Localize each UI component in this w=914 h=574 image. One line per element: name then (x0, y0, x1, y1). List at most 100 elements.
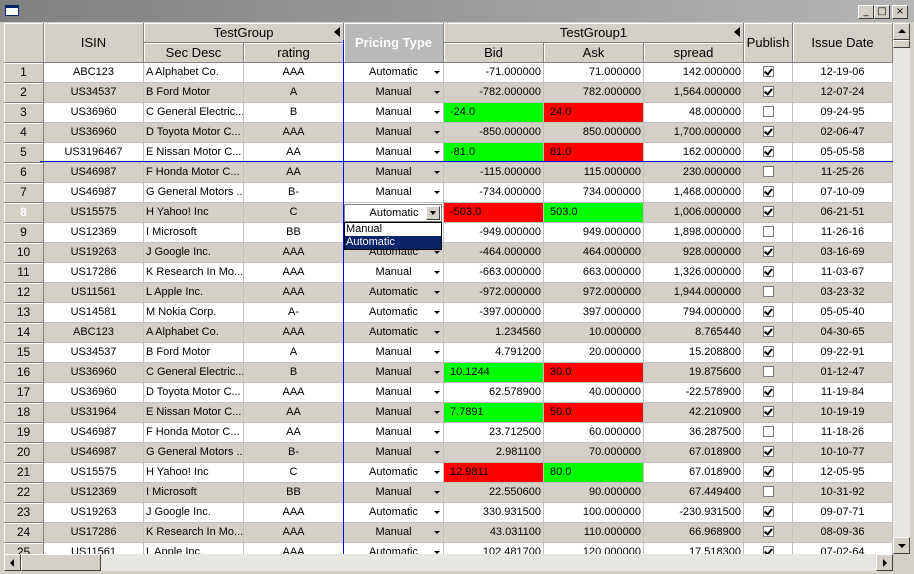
cell-issue-date[interactable]: 03-23-32 (793, 283, 893, 303)
cell-pricing-type[interactable]: Manual (344, 523, 444, 543)
cell-pricing-type[interactable]: Manual (344, 343, 444, 363)
row-header[interactable]: 15 (4, 343, 44, 363)
table-row[interactable]: 2 US34537 B Ford Motor A Manual -782.000000 78… (4, 83, 893, 103)
cell-publish[interactable] (744, 163, 793, 183)
chevron-down-icon[interactable] (434, 511, 440, 514)
cell-rating[interactable]: A- (244, 303, 344, 323)
cell-ask[interactable]: 782.000000 (544, 83, 644, 103)
cell-publish[interactable] (744, 123, 793, 143)
publish-checkbox[interactable] (762, 245, 774, 257)
table-row[interactable]: 14 ABC123 A Alphabet Co. AAA Automatic 1.2345… (4, 323, 893, 343)
cell-issue-date[interactable]: 12-19-06 (793, 63, 893, 83)
cell-publish[interactable] (744, 363, 793, 383)
row-header[interactable]: 11 (4, 263, 44, 283)
row-header[interactable]: 17 (4, 383, 44, 403)
cell-bid[interactable]: -663.000000 (444, 263, 544, 283)
cell-isin[interactable]: US46987 (44, 183, 144, 203)
cell-spread[interactable]: 8.765440 (644, 323, 744, 343)
cell-bid[interactable]: 330.931500 (444, 503, 544, 523)
cell-issue-date[interactable]: 11-26-16 (793, 223, 893, 243)
cell-bid[interactable]: 1.234560 (444, 323, 544, 343)
cell-ask[interactable]: 972.000000 (544, 283, 644, 303)
row-header[interactable]: 6 (4, 163, 44, 183)
row-header[interactable]: 10 (4, 243, 44, 263)
cell-issue-date[interactable]: 11-03-67 (793, 263, 893, 283)
chevron-down-icon[interactable] (434, 71, 440, 74)
cell-sec-desc[interactable]: D Toyota Motor C... (144, 383, 244, 403)
horizontal-scrollbar[interactable] (4, 554, 893, 571)
publish-checkbox[interactable] (762, 225, 774, 237)
table-row[interactable]: 10 US19263 J Google Inc. AAA Automatic -464.0… (4, 243, 893, 263)
chevron-down-icon[interactable] (434, 251, 440, 254)
cell-bid[interactable]: 7.7891 (444, 403, 544, 423)
dropdown-option-manual[interactable]: Manual (346, 223, 383, 235)
row-header[interactable]: 13 (4, 303, 44, 323)
cell-bid[interactable]: -71.000000 (444, 63, 544, 83)
cell-ask[interactable]: 40.000000 (544, 383, 644, 403)
cell-spread[interactable]: -230.931500 (644, 503, 744, 523)
cell-publish[interactable] (744, 343, 793, 363)
cell-ask[interactable]: 663.000000 (544, 263, 644, 283)
cell-isin[interactable]: US15575 (44, 203, 144, 223)
cell-isin[interactable]: US19263 (44, 503, 144, 523)
cell-ask[interactable]: 24.0 (544, 103, 644, 123)
cell-pricing-type[interactable]: Manual (344, 403, 444, 423)
row-header[interactable]: 14 (4, 323, 44, 343)
cell-sec-desc[interactable]: H Yahoo! Inc (144, 463, 244, 483)
chevron-down-icon[interactable] (434, 311, 440, 314)
chevron-down-icon[interactable] (434, 151, 440, 154)
chevron-down-icon[interactable] (434, 391, 440, 394)
cell-pricing-type[interactable]: Automatic (344, 503, 444, 523)
cell-isin[interactable]: US36960 (44, 123, 144, 143)
row-header[interactable]: 12 (4, 283, 44, 303)
cell-pricing-type[interactable]: Automatic (344, 283, 444, 303)
chevron-down-icon[interactable] (434, 471, 440, 474)
cell-sec-desc[interactable]: H Yahoo! Inc (144, 203, 244, 223)
cell-bid[interactable]: -734.000000 (444, 183, 544, 203)
cell-issue-date[interactable]: 07-02-64 (793, 543, 893, 554)
cell-sec-desc[interactable]: I Microsoft (144, 223, 244, 243)
cell-pricing-type[interactable]: Automatic (344, 63, 444, 83)
cell-isin[interactable]: ABC123 (44, 323, 144, 343)
cell-sec-desc[interactable]: A Alphabet Co. (144, 323, 244, 343)
row-header[interactable]: 22 (4, 483, 44, 503)
cell-issue-date[interactable]: 10-31-92 (793, 483, 893, 503)
cell-bid[interactable]: -503.0 (444, 203, 544, 223)
cell-publish[interactable] (744, 63, 793, 83)
row-header[interactable]: 20 (4, 443, 44, 463)
cell-pricing-type[interactable]: Manual (344, 183, 444, 203)
cell-rating[interactable]: B (244, 103, 344, 123)
cell-ask[interactable]: 90.000000 (544, 483, 644, 503)
chevron-down-icon[interactable] (434, 551, 440, 554)
header-issue-date[interactable]: Issue Date (793, 23, 893, 63)
cell-rating[interactable]: A (244, 83, 344, 103)
cell-spread[interactable]: 67.449400 (644, 483, 744, 503)
cell-sec-desc[interactable]: M Nokia Corp. (144, 303, 244, 323)
cell-sec-desc[interactable]: E Nissan Motor C... (144, 403, 244, 423)
minimize-button[interactable]: _ (858, 5, 874, 19)
cell-publish[interactable] (744, 323, 793, 343)
cell-publish[interactable] (744, 503, 793, 523)
cell-isin[interactable]: US34537 (44, 83, 144, 103)
cell-bid[interactable]: -81.0 (444, 143, 544, 163)
cell-spread[interactable]: 794.000000 (644, 303, 744, 323)
cell-sec-desc[interactable]: D Toyota Motor C... (144, 123, 244, 143)
publish-checkbox[interactable] (762, 325, 774, 337)
cell-ask[interactable]: 70.000000 (544, 443, 644, 463)
cell-spread[interactable]: 42.210900 (644, 403, 744, 423)
chevron-down-icon[interactable] (434, 351, 440, 354)
cell-publish[interactable] (744, 143, 793, 163)
publish-checkbox[interactable] (762, 205, 774, 217)
publish-checkbox[interactable] (762, 465, 774, 477)
chevron-down-icon[interactable] (434, 331, 440, 334)
table-row[interactable]: 18 US31964 E Nissan Motor C... AA Manual 7.78… (4, 403, 893, 423)
cell-spread[interactable]: 66.968900 (644, 523, 744, 543)
cell-isin[interactable]: US46987 (44, 443, 144, 463)
cell-pricing-type[interactable]: Manual (344, 423, 444, 443)
cell-spread[interactable]: 17.518300 (644, 543, 744, 554)
cell-ask[interactable]: 10.000000 (544, 323, 644, 343)
chevron-down-icon[interactable] (434, 531, 440, 534)
cell-spread[interactable]: 1,564.000000 (644, 83, 744, 103)
cell-spread[interactable]: 230.000000 (644, 163, 744, 183)
row-header[interactable]: 24 (4, 523, 44, 543)
